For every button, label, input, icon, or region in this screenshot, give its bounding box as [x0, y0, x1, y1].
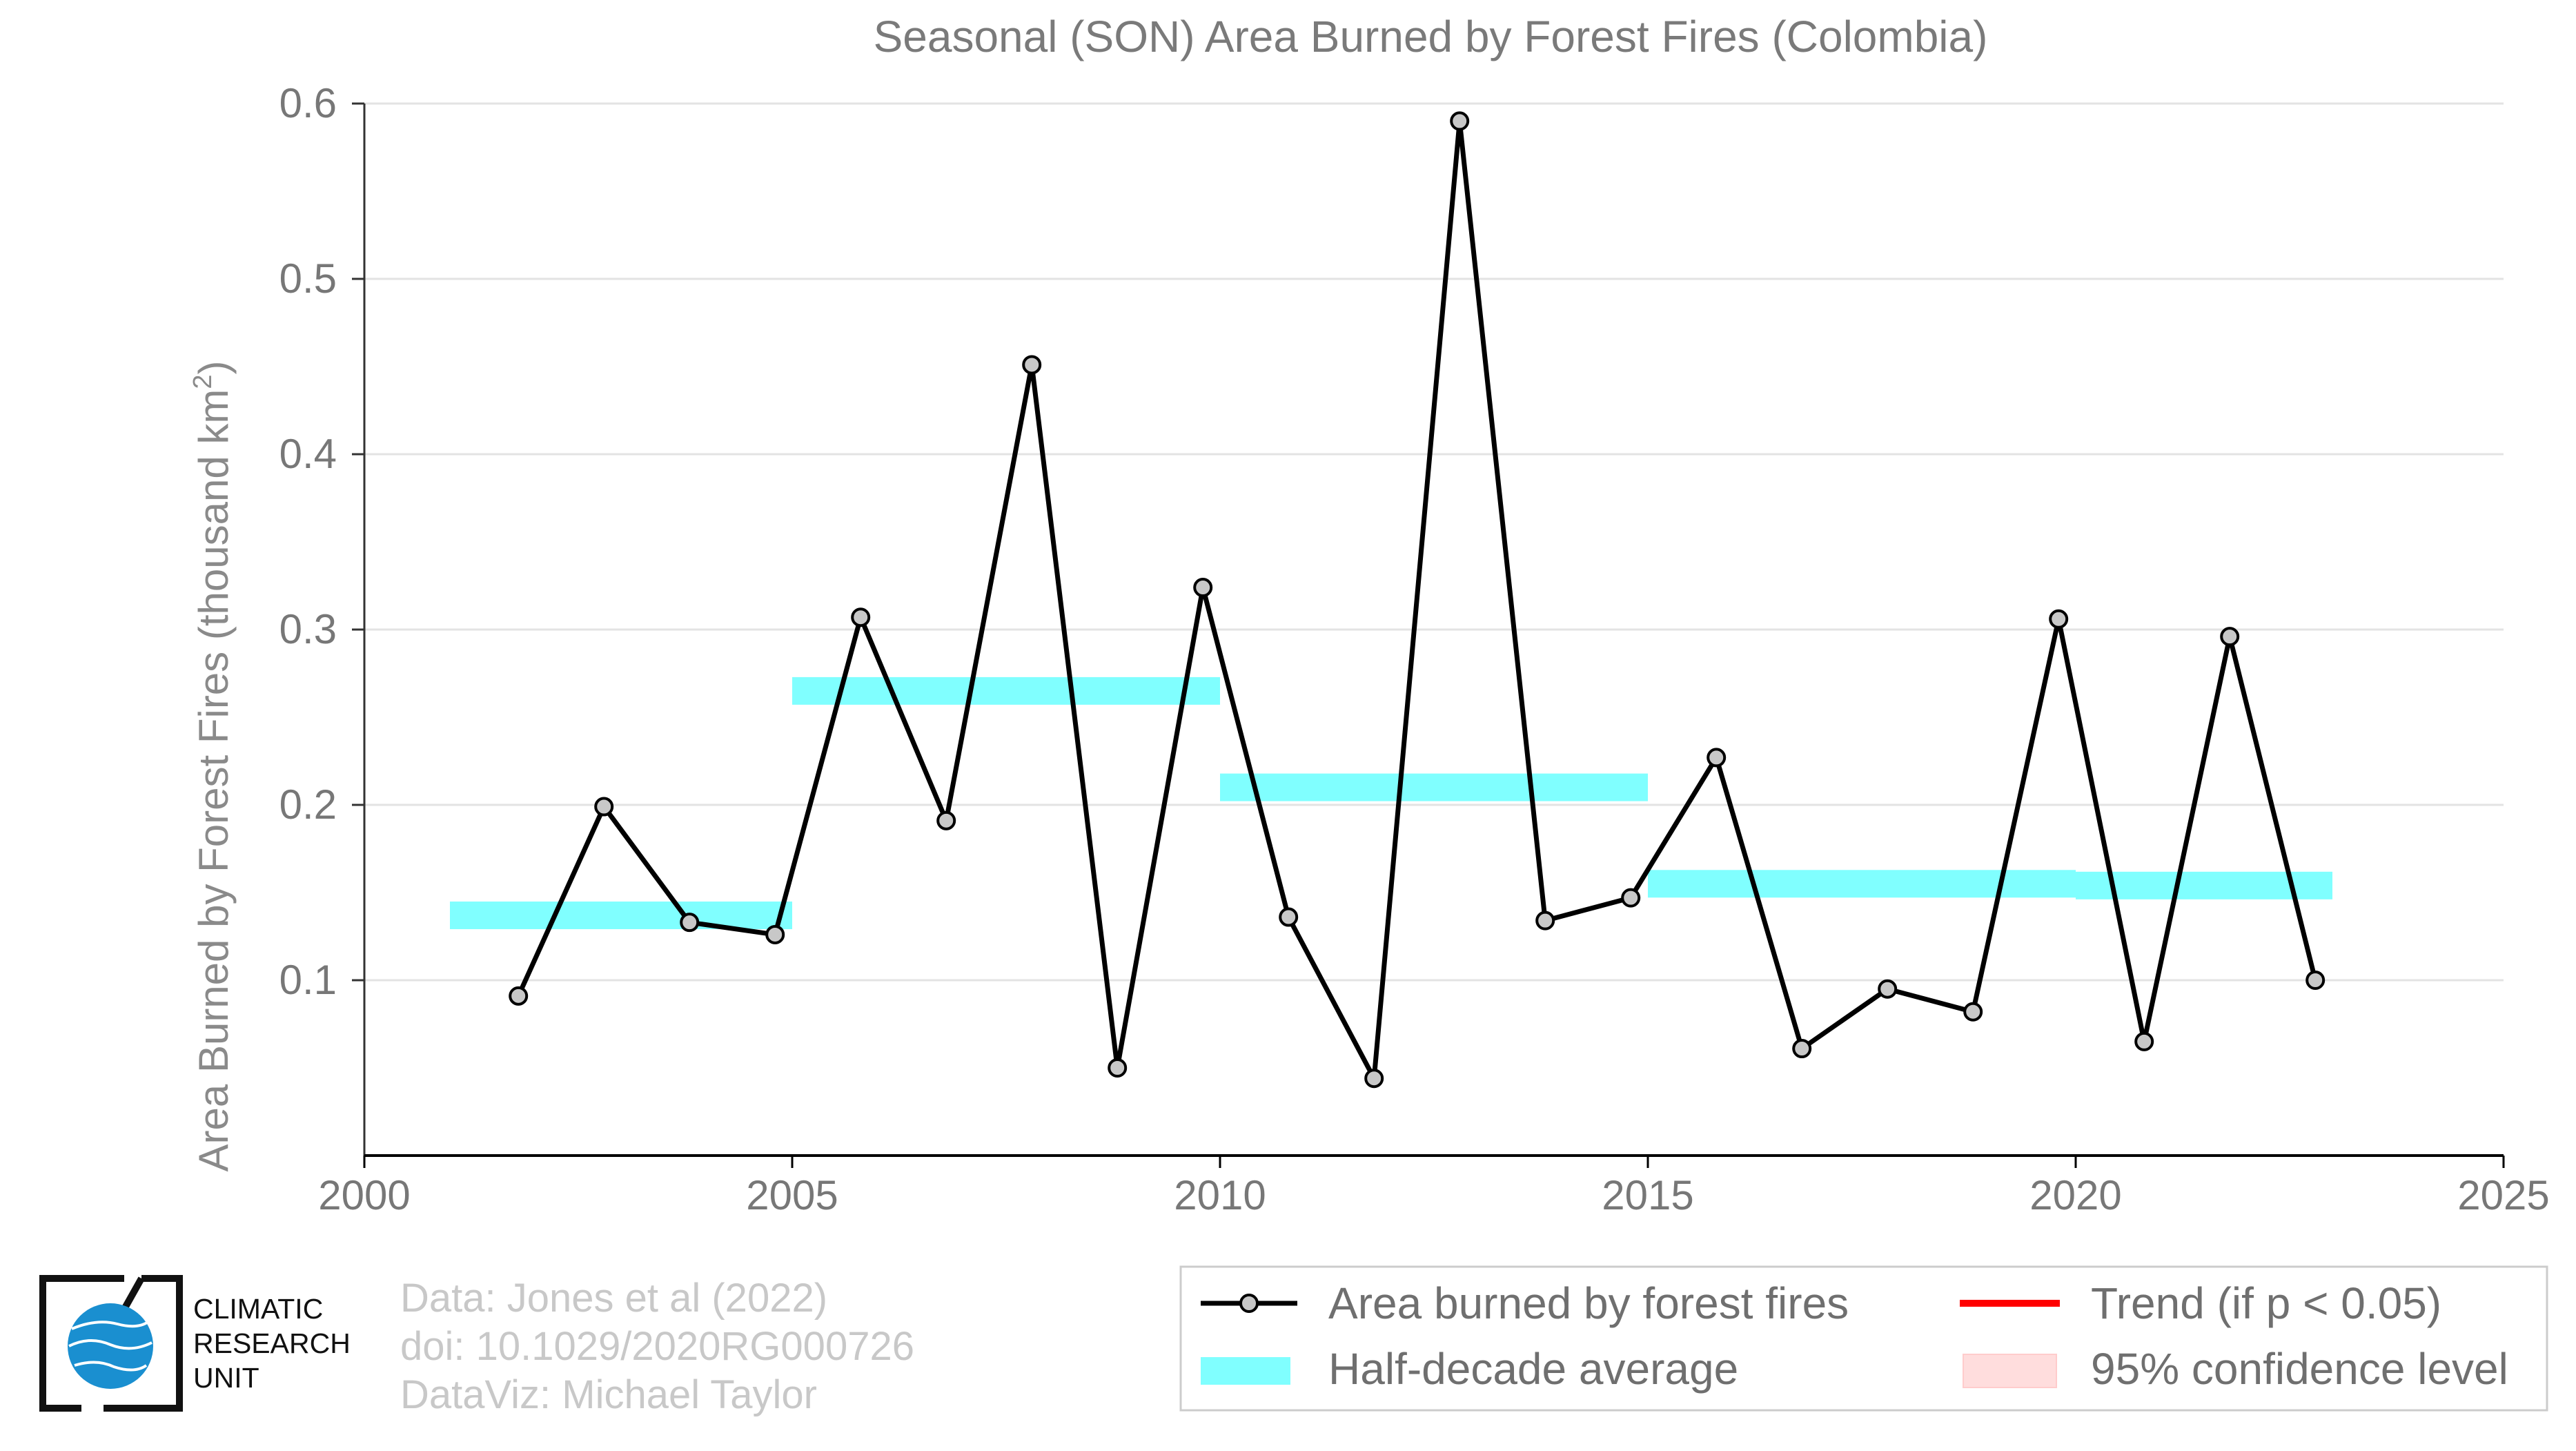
y-tick-label: 0.5 — [279, 255, 337, 302]
half-decade-band — [1220, 773, 1648, 801]
legend: Area burned by forest fires Trend (if p … — [1179, 1265, 2548, 1412]
legend-label-half-decade: Half-decade average — [1328, 1344, 1738, 1394]
data-point — [1621, 888, 1641, 908]
half-decade-band — [1648, 870, 2076, 898]
legend-swatch-half-decade — [1201, 1357, 1290, 1385]
y-axis-label-superscript: 2 — [188, 375, 217, 389]
x-tick-labels: 2000 2005 2010 2015 2020 2025 — [318, 1172, 2549, 1218]
legend-marker-area-burned — [1239, 1294, 1259, 1313]
y-tick-label: 0.3 — [279, 606, 337, 652]
y-tick-labels: 0.1 0.2 0.3 0.4 0.5 0.6 — [279, 80, 337, 1003]
axes — [363, 104, 2505, 1168]
data-point — [594, 797, 614, 817]
gridlines — [352, 102, 2504, 982]
half-decade-band — [450, 902, 792, 930]
legend-label-area-burned: Area burned by forest fires — [1328, 1278, 1849, 1328]
x-tick-label: 2020 — [2029, 1172, 2121, 1218]
data-point — [2134, 1031, 2154, 1051]
y-tick-label: 0.1 — [279, 957, 337, 1003]
data-point — [1792, 1039, 1812, 1059]
x-tick-label: 2015 — [1602, 1172, 1693, 1218]
x-tick-label: 2000 — [318, 1172, 410, 1218]
logo-slash — [119, 1276, 145, 1314]
data-point — [2305, 971, 2326, 990]
y-axis-label-close: ) — [190, 361, 237, 375]
y-tick-label: 0.4 — [279, 431, 337, 477]
legend-label-confidence: 95% confidence level — [2091, 1344, 2508, 1394]
logo-bracket-left — [39, 1275, 124, 1412]
globe-contour-3 — [74, 1361, 148, 1372]
data-point — [2220, 627, 2240, 647]
x-tick-label: 2010 — [1174, 1172, 1266, 1218]
y-axis-label: Area Burned by Forest Fires (thousand km… — [188, 361, 237, 1172]
data-point — [1963, 1002, 1983, 1022]
series-line — [516, 118, 2318, 1081]
credit-data: Data: Jones et al (2022) — [400, 1276, 827, 1321]
logo-text-unit: UNIT — [193, 1362, 259, 1394]
chart-title: Seasonal (SON) Area Burned by Forest Fir… — [874, 12, 1988, 61]
series-layer — [509, 111, 2326, 1089]
half-decade-band — [792, 676, 1220, 705]
globe-contour-1 — [71, 1320, 150, 1330]
credit-doi: doi: 10.1029/2020RG000726 — [400, 1324, 914, 1369]
data-point — [509, 986, 529, 1006]
legend-box — [1179, 1265, 2548, 1412]
y-axis-label-main: Area Burned by Forest Fires (thousand km — [190, 389, 237, 1172]
logo-text-research: RESEARCH — [193, 1327, 351, 1359]
logo-text-climatic: CLIMATIC — [193, 1293, 323, 1325]
y-tick-label: 0.2 — [279, 781, 337, 828]
logo-bracket-right — [104, 1275, 183, 1412]
data-point — [936, 810, 956, 830]
data-point — [2049, 609, 2069, 629]
data-point — [765, 924, 785, 944]
cru-logo: CLIMATIC RESEARCH UNIT — [39, 1275, 351, 1412]
data-point — [1450, 111, 1470, 131]
y-tick-label: 0.6 — [279, 80, 337, 126]
data-point — [1364, 1069, 1384, 1089]
data-point — [1279, 907, 1299, 927]
data-point — [1535, 910, 1555, 931]
data-point — [1022, 355, 1042, 375]
credit-dataviz: DataViz: Michael Taylor — [400, 1372, 817, 1417]
x-tick-label: 2005 — [746, 1172, 838, 1218]
half-decade-bands — [450, 676, 2332, 930]
data-point — [1193, 578, 1213, 598]
data-point — [680, 913, 700, 933]
legend-swatch-confidence — [1963, 1354, 2057, 1388]
data-point — [1707, 748, 1727, 768]
x-tick-label: 2025 — [2457, 1172, 2549, 1218]
data-point — [1108, 1058, 1128, 1078]
data-point — [851, 607, 871, 627]
data-point — [1878, 979, 1898, 999]
globe-contour-2 — [68, 1338, 153, 1350]
legend-label-trend: Trend (if p < 0.05) — [2091, 1278, 2441, 1328]
